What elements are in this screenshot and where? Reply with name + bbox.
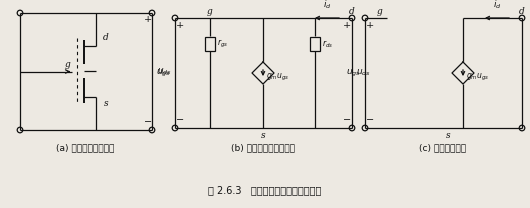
Text: −: − (343, 115, 351, 125)
Bar (205, 37, 215, 51)
Text: s: s (446, 131, 450, 140)
Text: $i_d$: $i_d$ (323, 0, 331, 11)
Text: (c) 简化等效电路: (c) 简化等效电路 (419, 144, 466, 152)
Text: (a) 场效应管共源接法: (a) 场效应管共源接法 (56, 144, 114, 152)
Text: +: + (343, 21, 351, 31)
Text: $u_{gs}$: $u_{gs}$ (346, 67, 361, 79)
Text: −: − (366, 115, 374, 125)
Text: $u_{gs}$: $u_{gs}$ (156, 67, 171, 79)
Text: $g_m u_{gs}$: $g_m u_{gs}$ (466, 72, 489, 83)
Text: $u_{ds}$: $u_{ds}$ (157, 66, 172, 77)
Text: +: + (144, 16, 152, 25)
Text: g: g (377, 6, 383, 16)
Polygon shape (252, 62, 274, 84)
Text: d: d (519, 6, 525, 16)
Polygon shape (452, 62, 474, 84)
Text: d: d (349, 6, 355, 16)
Bar (310, 37, 320, 51)
Text: d: d (103, 33, 109, 42)
Text: $r_{gs}$: $r_{gs}$ (217, 38, 228, 50)
Text: $r_{ds}$: $r_{ds}$ (322, 38, 333, 50)
Text: s: s (261, 131, 266, 140)
Text: +: + (176, 21, 184, 31)
Text: g: g (65, 60, 71, 69)
Text: −: − (144, 119, 152, 128)
Text: −: − (176, 115, 184, 125)
Text: (b) 低频小信号等效电路: (b) 低频小信号等效电路 (231, 144, 295, 152)
Text: 图 2.6.3   场效应管及其微变等效电路: 图 2.6.3 场效应管及其微变等效电路 (208, 185, 322, 195)
Text: s: s (104, 99, 108, 108)
Text: $g_m u_{gs}$: $g_m u_{gs}$ (266, 72, 289, 83)
Text: $u_{ds}$: $u_{ds}$ (356, 68, 371, 78)
Text: +: + (366, 21, 374, 31)
Text: $i_d$: $i_d$ (493, 0, 501, 11)
Text: g: g (207, 6, 213, 16)
